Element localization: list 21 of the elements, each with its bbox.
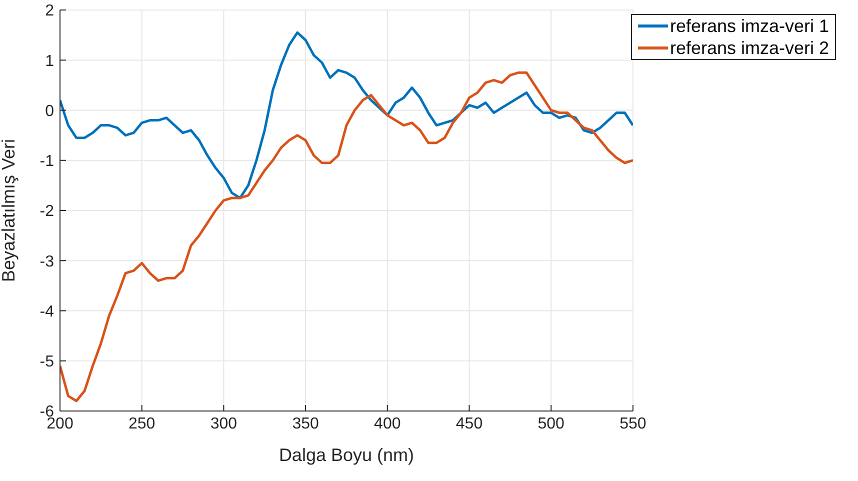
y-tick-label: -3 [40, 253, 54, 270]
x-axis-title: Dalga Boyu (nm) [278, 445, 414, 465]
legend-label: referans imza-veri 2 [670, 37, 829, 59]
y-tick-label: 0 [45, 102, 54, 120]
y-tick-label: -4 [40, 303, 54, 320]
x-tick-label: 250 [128, 415, 156, 432]
y-tick-label: 2 [45, 2, 54, 20]
line-series [60, 31, 633, 200]
y-tick-label: 1 [45, 52, 54, 70]
y-tick-label: -2 [40, 203, 54, 220]
y-axis-title: Beyazlatılmış Veri [0, 138, 18, 282]
x-tick-label: 300 [210, 415, 238, 432]
y-tick-label: -1 [40, 153, 54, 170]
x-tick-label: 550 [620, 415, 646, 432]
line-series [60, 71, 633, 402]
x-tick-label: 450 [456, 415, 483, 432]
x-tick-label: 400 [374, 415, 401, 432]
x-tick-label: 350 [292, 415, 319, 432]
legend-label: referans imza-veri 1 [670, 15, 829, 37]
y-tick-label: -5 [40, 354, 54, 371]
x-tick-label: 500 [538, 415, 565, 432]
